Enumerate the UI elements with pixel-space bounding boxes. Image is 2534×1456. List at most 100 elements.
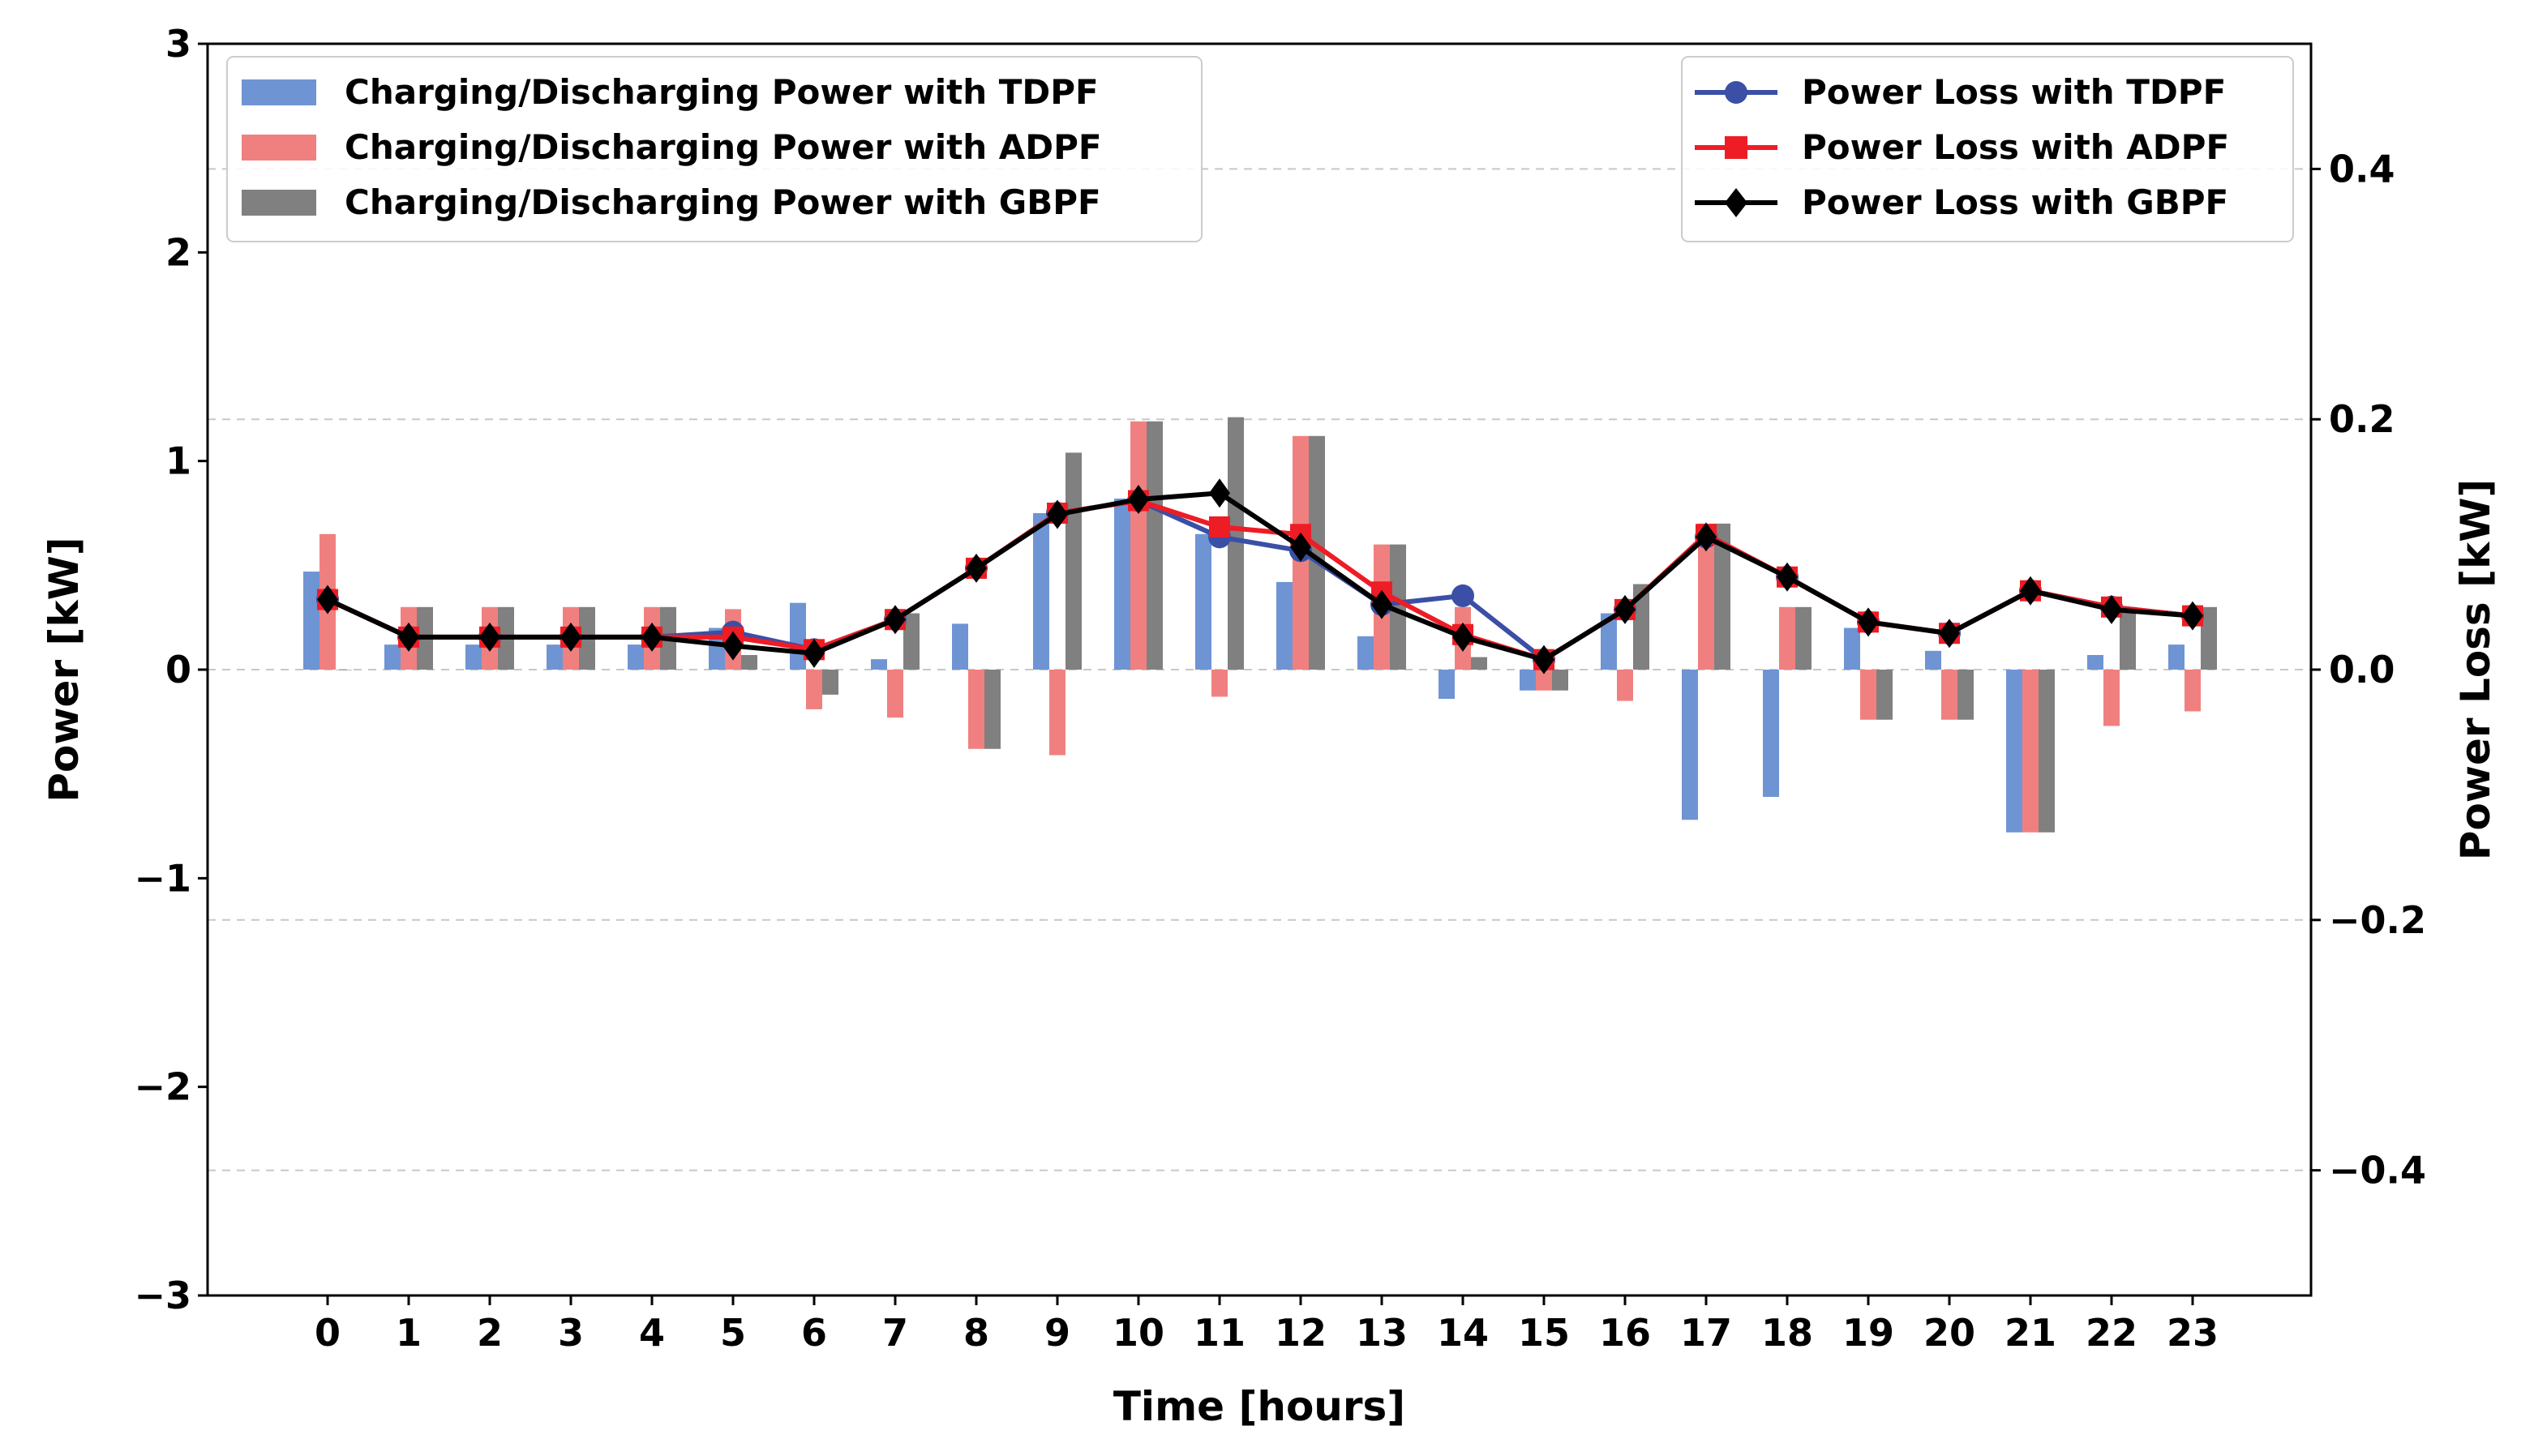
bar-gbpf xyxy=(1633,584,1649,670)
bar-gbpf xyxy=(1957,670,1974,720)
x-tick-label: 18 xyxy=(1761,1311,1813,1355)
bar-tdpf xyxy=(384,644,401,670)
bar-adpf xyxy=(1536,670,1552,691)
loss-point-gbpf xyxy=(1209,478,1230,508)
loss-point-gbpf xyxy=(2101,594,2122,624)
y-left-tick-label: −3 xyxy=(134,1274,191,1317)
x-tick-label: 6 xyxy=(801,1311,827,1355)
x-tick-label: 2 xyxy=(477,1311,503,1355)
loss-point-gbpf xyxy=(1533,644,1554,674)
bar-adpf xyxy=(806,670,822,709)
bar-adpf xyxy=(1130,421,1147,670)
bar-tdpf xyxy=(628,644,644,670)
legend-marker-gbpf-diamond xyxy=(1725,188,1747,217)
loss-point-gbpf xyxy=(1777,562,1798,592)
bar-gbpf xyxy=(984,670,1001,749)
loss-point-gbpf xyxy=(1128,485,1149,515)
y-axis-right-label: Power Loss [kW] xyxy=(2452,479,2499,860)
loss-point-gbpf xyxy=(722,631,744,661)
x-tick-label: 10 xyxy=(1113,1311,1164,1355)
bar-gbpf xyxy=(2039,670,2055,833)
loss-point-gbpf xyxy=(479,622,500,652)
x-tick-label: 15 xyxy=(1518,1311,1570,1355)
legend-label-adpf-loss: Power Loss with ADPF xyxy=(1802,127,2229,167)
bar-tdpf xyxy=(2168,644,2185,670)
y-left-tick-label: −1 xyxy=(134,856,191,900)
x-tick-label: 22 xyxy=(2086,1311,2137,1355)
x-tick-label: 0 xyxy=(315,1311,341,1355)
x-tick-label: 4 xyxy=(639,1311,665,1355)
x-tick-label: 9 xyxy=(1044,1311,1070,1355)
legend-bars: Charging/Discharging Power with TDPF Cha… xyxy=(226,56,1203,242)
legend-marker-adpf-square xyxy=(1725,136,1747,159)
loss-point-gbpf xyxy=(560,622,581,652)
bar-adpf xyxy=(1698,523,1714,670)
bar-tdpf xyxy=(1439,670,1455,700)
x-axis-label: Time [hours] xyxy=(1113,1383,1405,1430)
bar-tdpf xyxy=(1601,613,1617,670)
x-tick-label: 17 xyxy=(1680,1311,1732,1355)
loss-point-gbpf xyxy=(1939,619,1960,649)
bar-adpf xyxy=(887,670,903,718)
bar-adpf xyxy=(2022,670,2039,833)
bar-tdpf xyxy=(2006,670,2022,833)
y-left-tick-label: 3 xyxy=(165,22,191,66)
legend-bars-box xyxy=(226,56,1203,242)
loss-point-gbpf xyxy=(1858,607,1879,637)
loss-point-gbpf xyxy=(1696,522,1717,552)
y-left-tick-label: −2 xyxy=(134,1065,191,1109)
loss-point-gbpf xyxy=(2182,601,2203,631)
bar-adpf xyxy=(1211,670,1228,697)
bar-gbpf xyxy=(1147,421,1163,670)
bar-adpf xyxy=(1049,670,1065,756)
x-tick-label: 3 xyxy=(558,1311,584,1355)
bar-gbpf xyxy=(1795,606,1812,670)
y-left-tick-label: 1 xyxy=(165,439,191,483)
legend-lines-box xyxy=(1681,56,2294,242)
bar-gbpf xyxy=(2120,606,2136,670)
x-tick-label: 21 xyxy=(2004,1311,2056,1355)
right-axis-gridlines xyxy=(208,168,2311,1171)
x-tick-label: 1 xyxy=(396,1311,422,1355)
loss-point-gbpf xyxy=(398,622,419,652)
bar-gbpf xyxy=(1390,544,1406,670)
bar-tdpf xyxy=(1844,627,1860,670)
y-right-tick-label: 0.4 xyxy=(2329,147,2395,191)
loss-point-gbpf xyxy=(804,638,825,668)
loss-point-gbpf xyxy=(1614,594,1636,624)
bar-adpf xyxy=(968,670,984,749)
bar-tdpf xyxy=(465,644,482,670)
bar-adpf xyxy=(1941,670,1957,720)
bar-adpf xyxy=(1617,670,1633,701)
bar-tdpf xyxy=(1925,650,1941,670)
loss-point-gbpf xyxy=(966,553,987,583)
y-left-tick-label: 0 xyxy=(165,648,191,692)
bar-tdpf xyxy=(1114,498,1130,670)
legend-label-adpf-bar: Charging/Discharging Power with ADPF xyxy=(345,127,1102,167)
bar-gbpf xyxy=(903,613,920,670)
bar-tdpf xyxy=(1195,533,1211,670)
bar-adpf xyxy=(1779,606,1795,670)
bar-adpf xyxy=(2103,670,2120,726)
bar-tdpf xyxy=(1033,513,1049,670)
loss-point-gbpf xyxy=(1452,622,1473,652)
loss-point-gbpf xyxy=(317,585,338,615)
legend-label-gbpf-bar: Charging/Discharging Power with GBPF xyxy=(345,182,1101,222)
x-tick-label: 16 xyxy=(1599,1311,1651,1355)
y-right-tick-label: −0.4 xyxy=(2329,1149,2426,1193)
loss-point-gbpf xyxy=(1371,589,1392,619)
bar-gbpf xyxy=(1309,435,1325,670)
bar-gbpf xyxy=(1065,452,1082,670)
legend-swatch-adpf-bar xyxy=(242,135,316,161)
legend-swatch-tdpf-bar xyxy=(242,79,316,105)
bar-tdpf xyxy=(1682,670,1698,820)
y-right-tick-label: 0.0 xyxy=(2329,648,2395,692)
x-tick-label: 7 xyxy=(882,1311,908,1355)
bar-tdpf xyxy=(2087,654,2103,670)
loss-point-gbpf xyxy=(885,605,906,635)
loss-line-gbpf xyxy=(326,490,2193,662)
line-series-group xyxy=(316,478,2204,674)
bar-tdpf xyxy=(952,623,968,670)
bar-gbpf xyxy=(2201,606,2217,670)
